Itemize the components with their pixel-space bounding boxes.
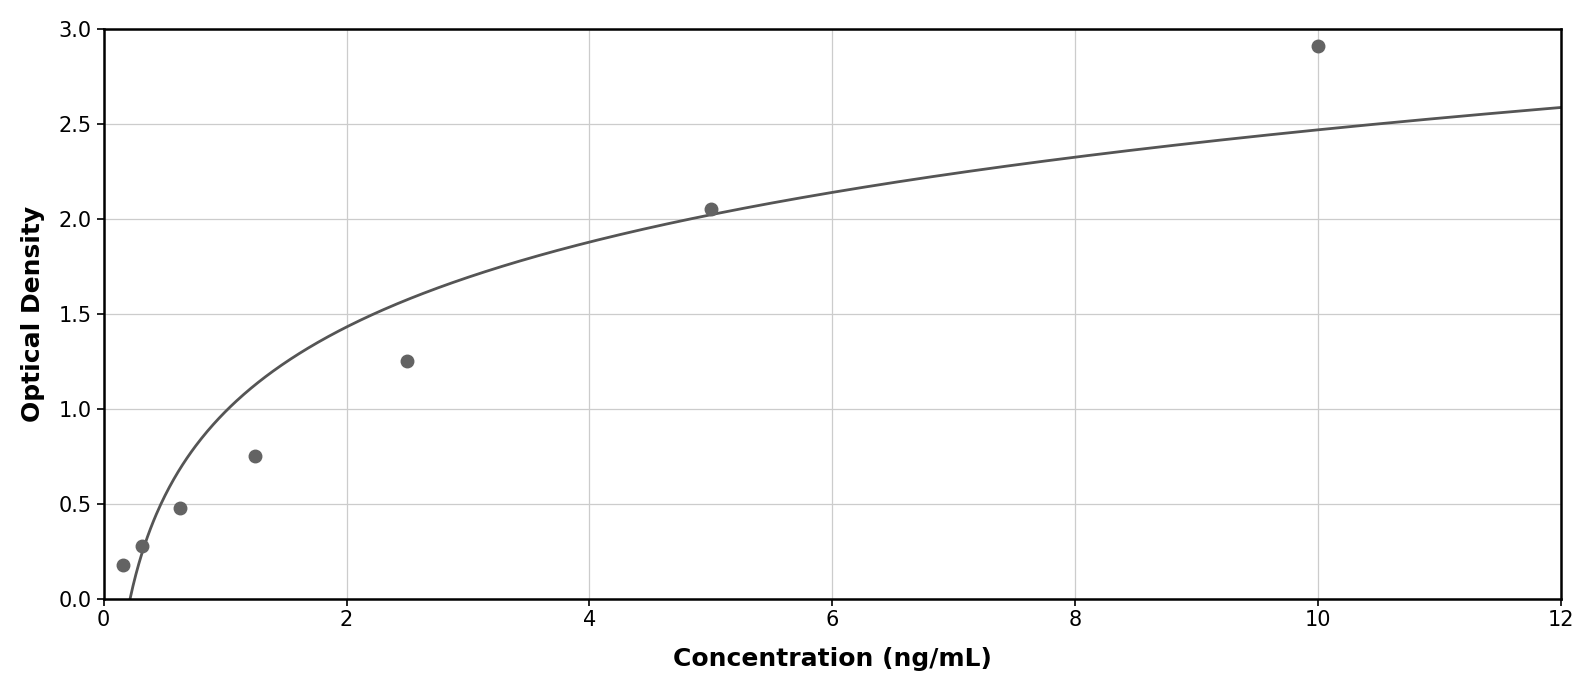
Point: [167, 503, 193, 514]
Point: [1305, 40, 1330, 51]
X-axis label: Concentration (ng/mL): Concentration (ng/mL): [673, 647, 992, 671]
Point: [110, 560, 136, 571]
Point: [394, 356, 419, 367]
Point: [242, 450, 268, 462]
Point: [699, 203, 724, 215]
Y-axis label: Optical Density: Optical Density: [21, 206, 45, 422]
Point: [129, 540, 155, 551]
